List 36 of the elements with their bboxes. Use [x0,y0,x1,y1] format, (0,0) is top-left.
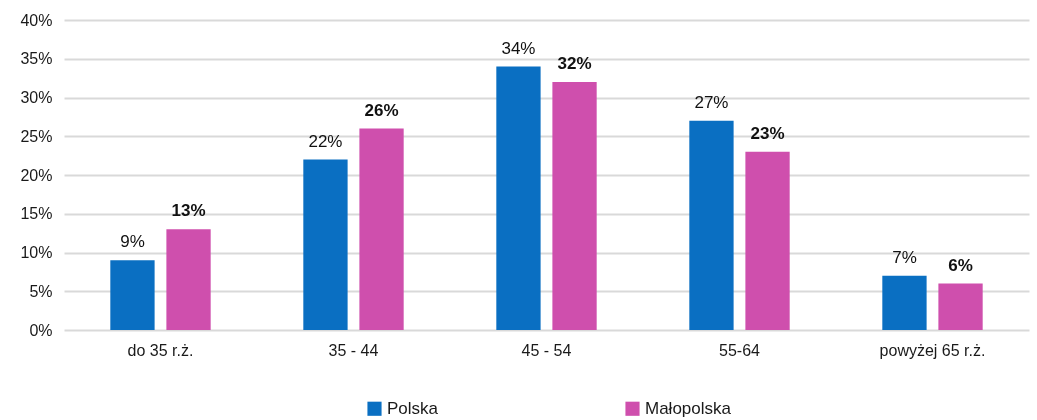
bar [303,159,348,330]
data-label: 22% [308,131,343,151]
legend-label: Małopolska [645,398,732,418]
x-tick-label: 45 - 54 [521,341,572,359]
y-tick-label: 30% [20,89,53,106]
x-tick-label: do 35 r.ż. [127,341,194,359]
data-label: 34% [501,38,536,58]
bar [166,229,211,330]
y-tick-label: 10% [20,244,53,261]
data-label: 26% [364,100,399,120]
bar [689,120,734,330]
bar [745,151,790,330]
y-tick-label: 0% [29,321,53,339]
y-tick-label: 35% [20,50,53,68]
x-tick-label: 35 - 44 [328,341,379,359]
y-tick-label: 20% [20,166,53,184]
data-label: 32% [557,54,592,73]
y-tick-label: 25% [20,127,53,145]
bar [882,275,927,330]
y-tick-label: 5% [29,282,53,300]
data-label: 6% [948,255,973,275]
bar [938,283,983,330]
y-tick-label: 15% [20,205,53,223]
bar [110,260,155,330]
data-label: 13% [171,201,206,221]
x-tick-label: 55-64 [719,341,761,359]
x-tick-label: powyżej 65 r.ż. [879,341,986,359]
legend-label: Polska [387,398,439,418]
bar [359,128,404,330]
bar [552,82,597,330]
data-label: 7% [892,247,917,267]
data-label: 23% [750,123,785,143]
y-tick-label: 40% [20,11,53,29]
data-label: 27% [694,92,729,112]
data-label: 9% [120,232,145,252]
bar [496,66,541,330]
